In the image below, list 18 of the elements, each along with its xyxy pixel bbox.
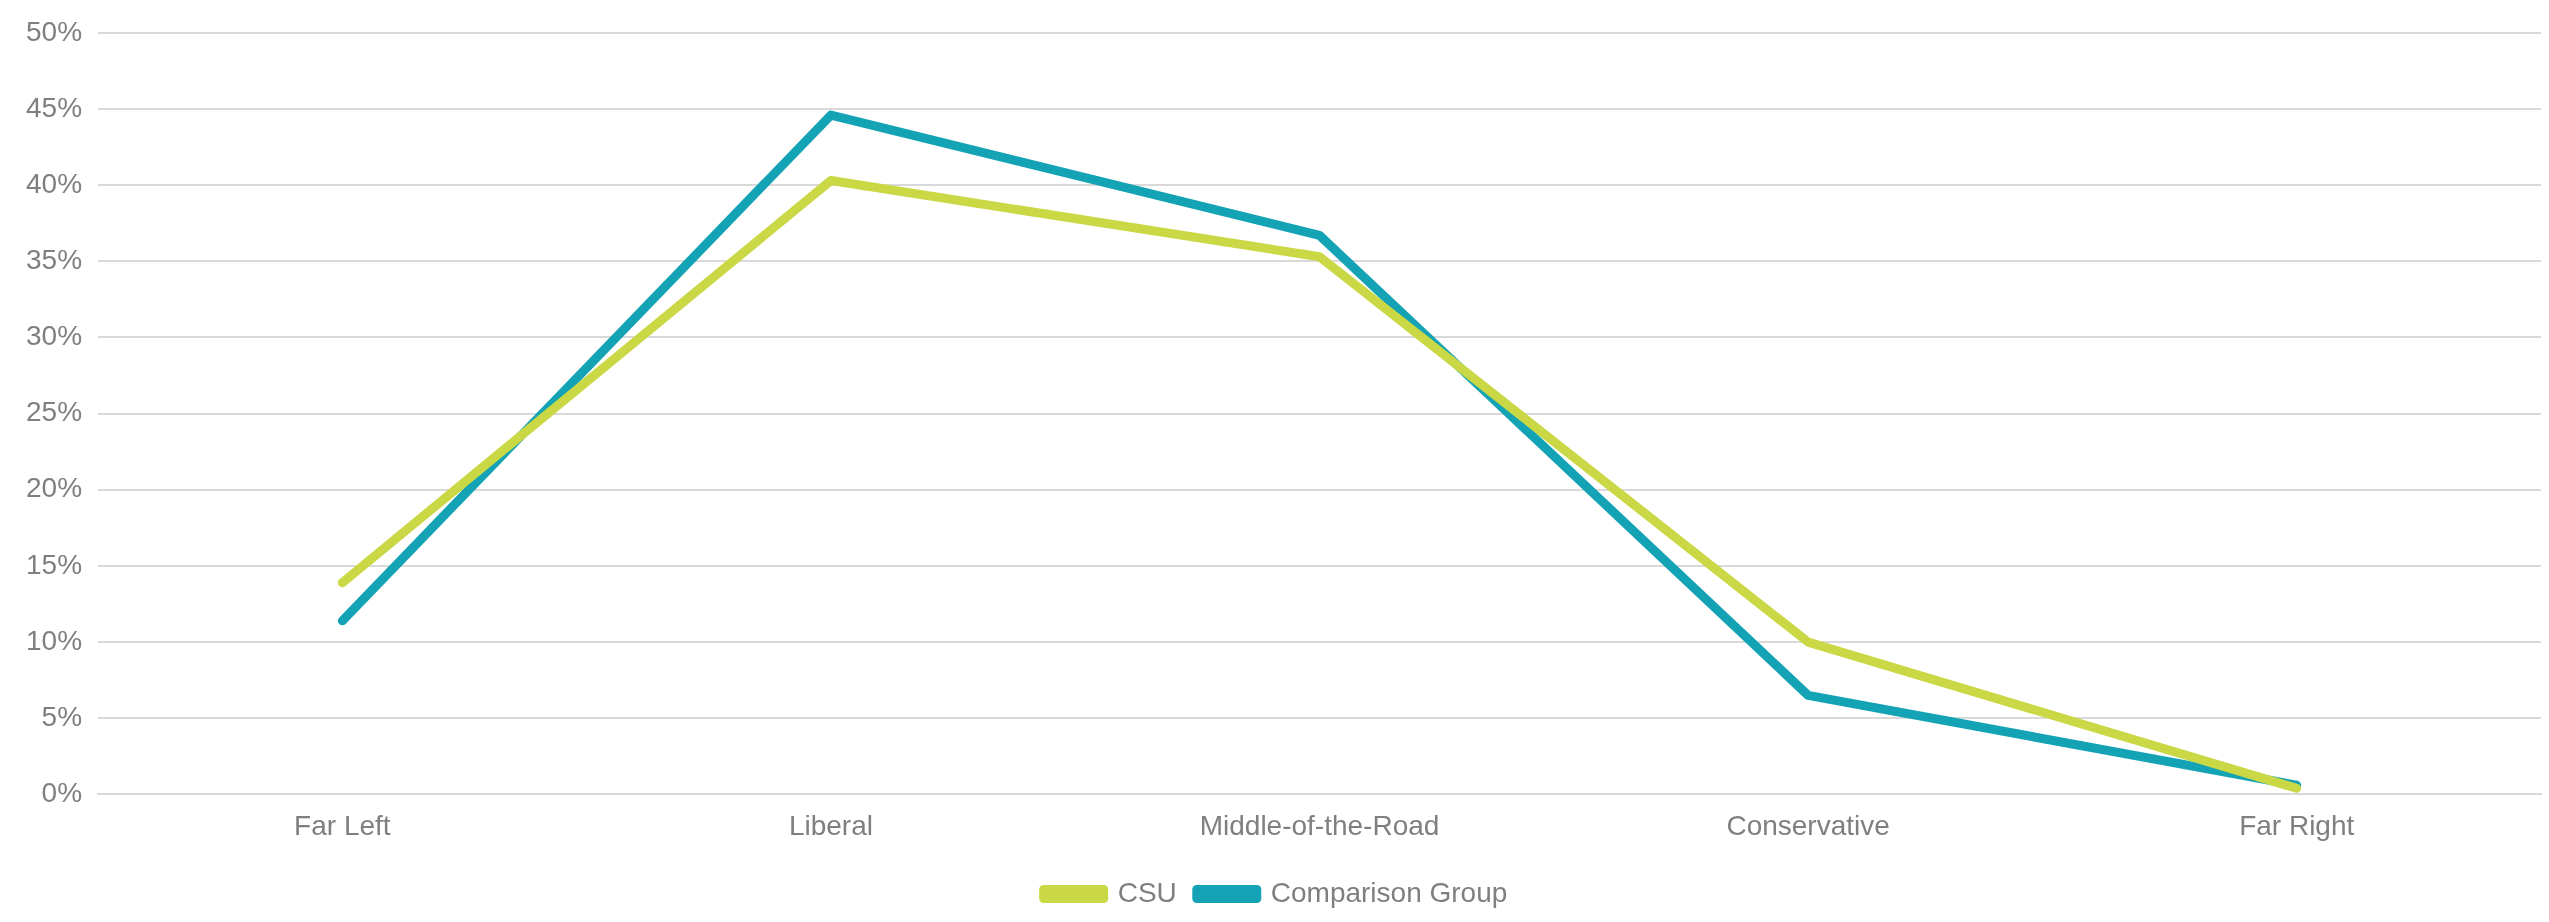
- legend-label: Comparison Group: [1270, 876, 1508, 908]
- y-tick-label: 15%: [25, 548, 83, 580]
- x-tick-label: Middle-of-the-Road: [1199, 809, 1440, 841]
- x-tick-label: Conservative: [1726, 809, 1890, 841]
- legend-label: CSU: [1117, 876, 1177, 908]
- y-tick-label: 25%: [25, 396, 83, 428]
- y-tick-label: 20%: [25, 472, 83, 504]
- x-tick-label: Far Left: [294, 809, 391, 841]
- x-tick-label: Far Right: [2239, 809, 2355, 841]
- y-tick-label: 10%: [25, 624, 83, 656]
- y-tick-label: 50%: [25, 15, 83, 47]
- y-tick-label: 30%: [25, 320, 83, 352]
- y-tick-label: 5%: [41, 700, 83, 732]
- y-tick-label: 35%: [25, 244, 83, 275]
- y-tick-label: 0%: [41, 777, 83, 809]
- y-tick-label: 40%: [25, 167, 83, 199]
- x-tick-label: Liberal: [788, 809, 873, 841]
- y-tick-label: 45%: [25, 91, 83, 123]
